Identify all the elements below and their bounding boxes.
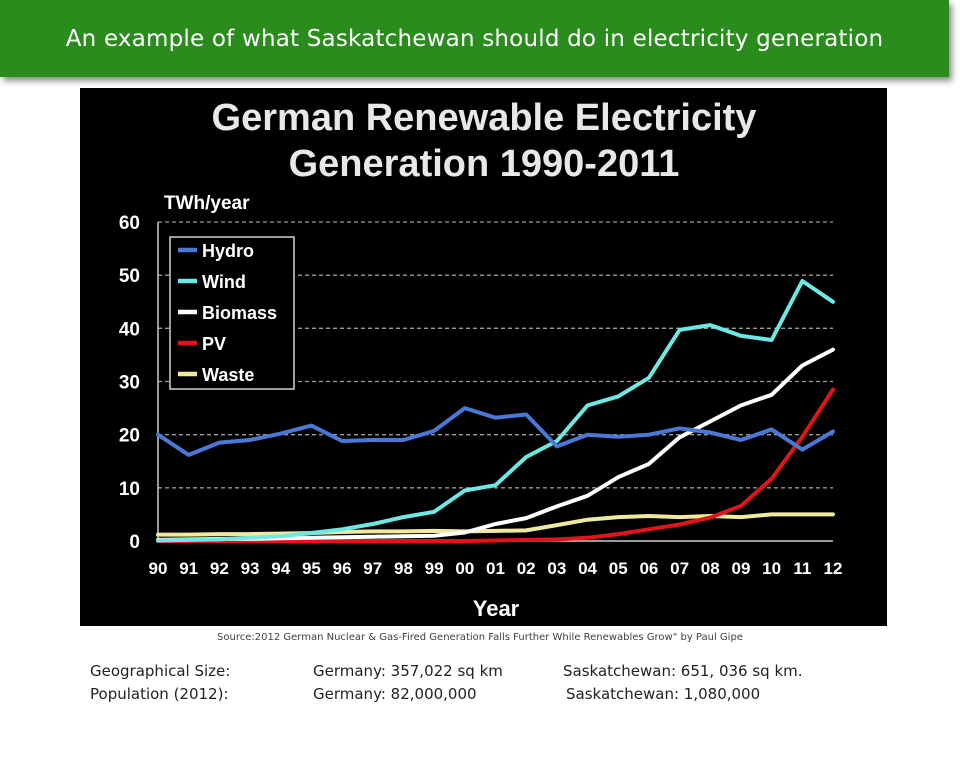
chart-panel: German Renewable Electricity Generation 1… [80,88,887,626]
y-tick-label: 0 [129,532,140,553]
population-saskatchewan: Saskatchewan: 1,080,000 [566,685,761,703]
x-tick-label: 92 [210,559,229,578]
y-tick-label: 10 [119,479,140,500]
series-line-waste [156,512,835,537]
x-tick-label: 06 [639,559,658,578]
x-tick-label: 00 [455,559,474,578]
x-tick-label: 10 [762,559,781,578]
x-tick-label: 98 [394,559,413,578]
x-tick-label: 90 [149,559,168,578]
x-tick-label: 95 [302,559,321,578]
x-tick-label: 99 [425,559,444,578]
x-tick-label: 05 [609,559,628,578]
facts-row-population: Population (2012): Germany: 82,000,000 S… [90,685,760,757]
legend-label-wind: Wind [202,272,246,292]
population-germany: Germany: 82,000,000 [313,685,477,703]
size-germany: Germany: 357,022 sq km [313,662,503,680]
y-tick-label: 20 [119,426,140,447]
x-axis-label: Year [473,596,520,621]
x-tick-label: 01 [486,559,505,578]
y-tick-label: 40 [119,319,140,340]
x-tick-label: 93 [241,559,260,578]
series-line-pv [156,387,835,543]
x-tick-label: 09 [731,559,750,578]
series-line-hydro [156,406,835,457]
x-tick-label: 03 [547,559,566,578]
x-tick-label: 08 [701,559,720,578]
x-tick-label: 04 [578,559,597,578]
population-label: Population (2012): [90,685,229,703]
legend-label-hydro: Hydro [202,241,254,261]
x-tick-label: 12 [824,559,843,578]
chart-title-line-2: Generation 1990-2011 [289,143,680,185]
slide-title: An example of what Saskatchewan should d… [65,25,884,52]
source-citation: Source:2012 German Nuclear & Gas-Fired G… [217,632,743,643]
x-tick-label: 02 [517,559,536,578]
chart-title-line-1: German Renewable Electricity [212,97,757,139]
x-tick-label: 91 [179,559,198,578]
x-tick-label: 11 [793,559,811,578]
legend-label-biomass: Biomass [202,303,277,323]
legend-label-waste: Waste [202,365,254,385]
x-tick-label: 96 [333,559,352,578]
title-bar: An example of what Saskatchewan should d… [0,0,949,77]
legend-label-pv: PV [202,334,226,354]
x-tick-label: 97 [363,559,382,578]
y-tick-label: 60 [119,213,140,234]
y-axis-label: TWh/year [164,193,250,214]
x-tick-label: 07 [670,559,689,578]
size-label: Geographical Size: [90,662,231,680]
y-tick-label: 50 [119,266,140,287]
x-tick-label: 94 [271,559,290,578]
size-saskatchewan: Saskatchewan: 651, 036 sq km. [563,662,803,680]
facts-row-size: Geographical Size: Germany: 357,022 sq k… [90,662,803,734]
series-line-wind [156,279,835,543]
y-tick-label: 30 [119,373,140,394]
